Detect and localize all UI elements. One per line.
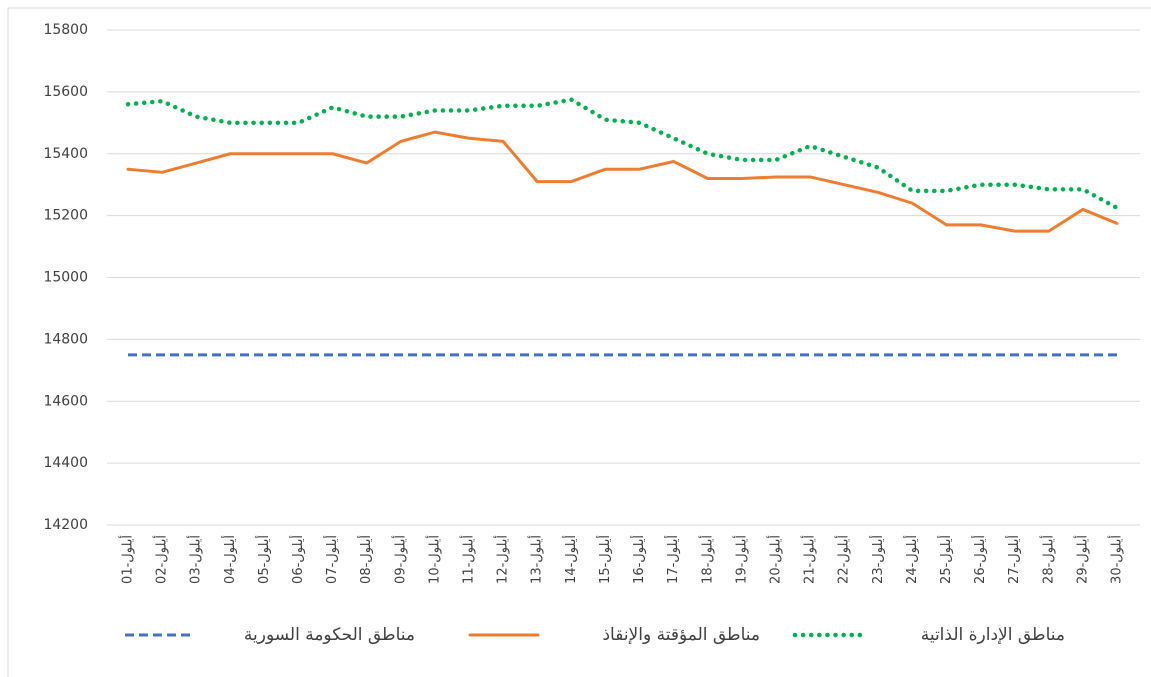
x-tick-label: 03-أيلول <box>187 535 204 584</box>
x-tick-label: 19-أيلول <box>732 535 749 584</box>
x-tick-label: 02-أيلول <box>153 535 170 584</box>
x-tick-label: 28-أيلول <box>1039 535 1056 584</box>
x-tick-label: 30-أيلول <box>1108 535 1125 584</box>
x-tick-label: 27-أيلول <box>1005 535 1022 584</box>
y-tick-label: 15000 <box>43 270 88 286</box>
x-tick-label: 21-أيلول <box>801 535 818 584</box>
x-tick-label: 22-أيلول <box>835 535 852 584</box>
series-line <box>125 97 1120 211</box>
x-tick-label: 05-أيلول <box>255 535 272 584</box>
x-tick-label: 18-أيلول <box>698 535 715 584</box>
x-tick-label: 25-أيلول <box>937 535 954 584</box>
chart-frame <box>7 7 1151 677</box>
y-tick-label: 14600 <box>43 393 88 409</box>
x-tick-label: 15-أيلول <box>596 535 613 584</box>
x-tick-label: 13-أيلول <box>528 535 545 584</box>
y-tick-label: 15600 <box>43 84 88 100</box>
x-tick-label: 06-أيلول <box>289 535 306 584</box>
x-tick-label: 07-أيلول <box>323 535 340 584</box>
x-tick-label: 29-أيلول <box>1073 535 1090 584</box>
x-tick-label: 09-أيلول <box>391 535 408 584</box>
x-tick-label: 14-أيلول <box>562 535 579 584</box>
x-tick-label: 26-أيلول <box>971 535 988 584</box>
x-tick-label: 08-أيلول <box>357 535 374 584</box>
legend-label: مناطق الحكومة السورية <box>244 625 415 645</box>
y-tick-label: 15800 <box>43 22 88 38</box>
x-tick-label: 12-أيلول <box>494 535 511 584</box>
y-tick-label: 15200 <box>43 208 88 224</box>
x-tick-label: 20-أيلول <box>766 535 783 584</box>
legend-label: مناطق الإدارة الذاتية <box>921 625 1065 645</box>
x-tick-label: 24-أيلول <box>903 535 920 584</box>
x-tick-label: 10-أيلول <box>425 535 442 584</box>
y-tick-label: 14800 <box>43 331 88 347</box>
x-tick-label: 04-أيلول <box>221 535 238 584</box>
series-line <box>126 130 1119 233</box>
y-tick-label: 15400 <box>43 146 88 162</box>
x-tick-label: 17-أيلول <box>664 535 681 584</box>
x-tick-label: 11-أيلول <box>460 535 477 584</box>
x-tick-label: 16-أيلول <box>630 535 647 584</box>
legend-label: مناطق المؤقتة والإنقاذ <box>602 625 760 645</box>
y-tick-label: 14200 <box>43 517 88 533</box>
x-tick-label: 01-أيلول <box>119 535 136 584</box>
x-tick-label: 23-أيلول <box>869 535 886 584</box>
y-tick-label: 14400 <box>43 455 88 471</box>
